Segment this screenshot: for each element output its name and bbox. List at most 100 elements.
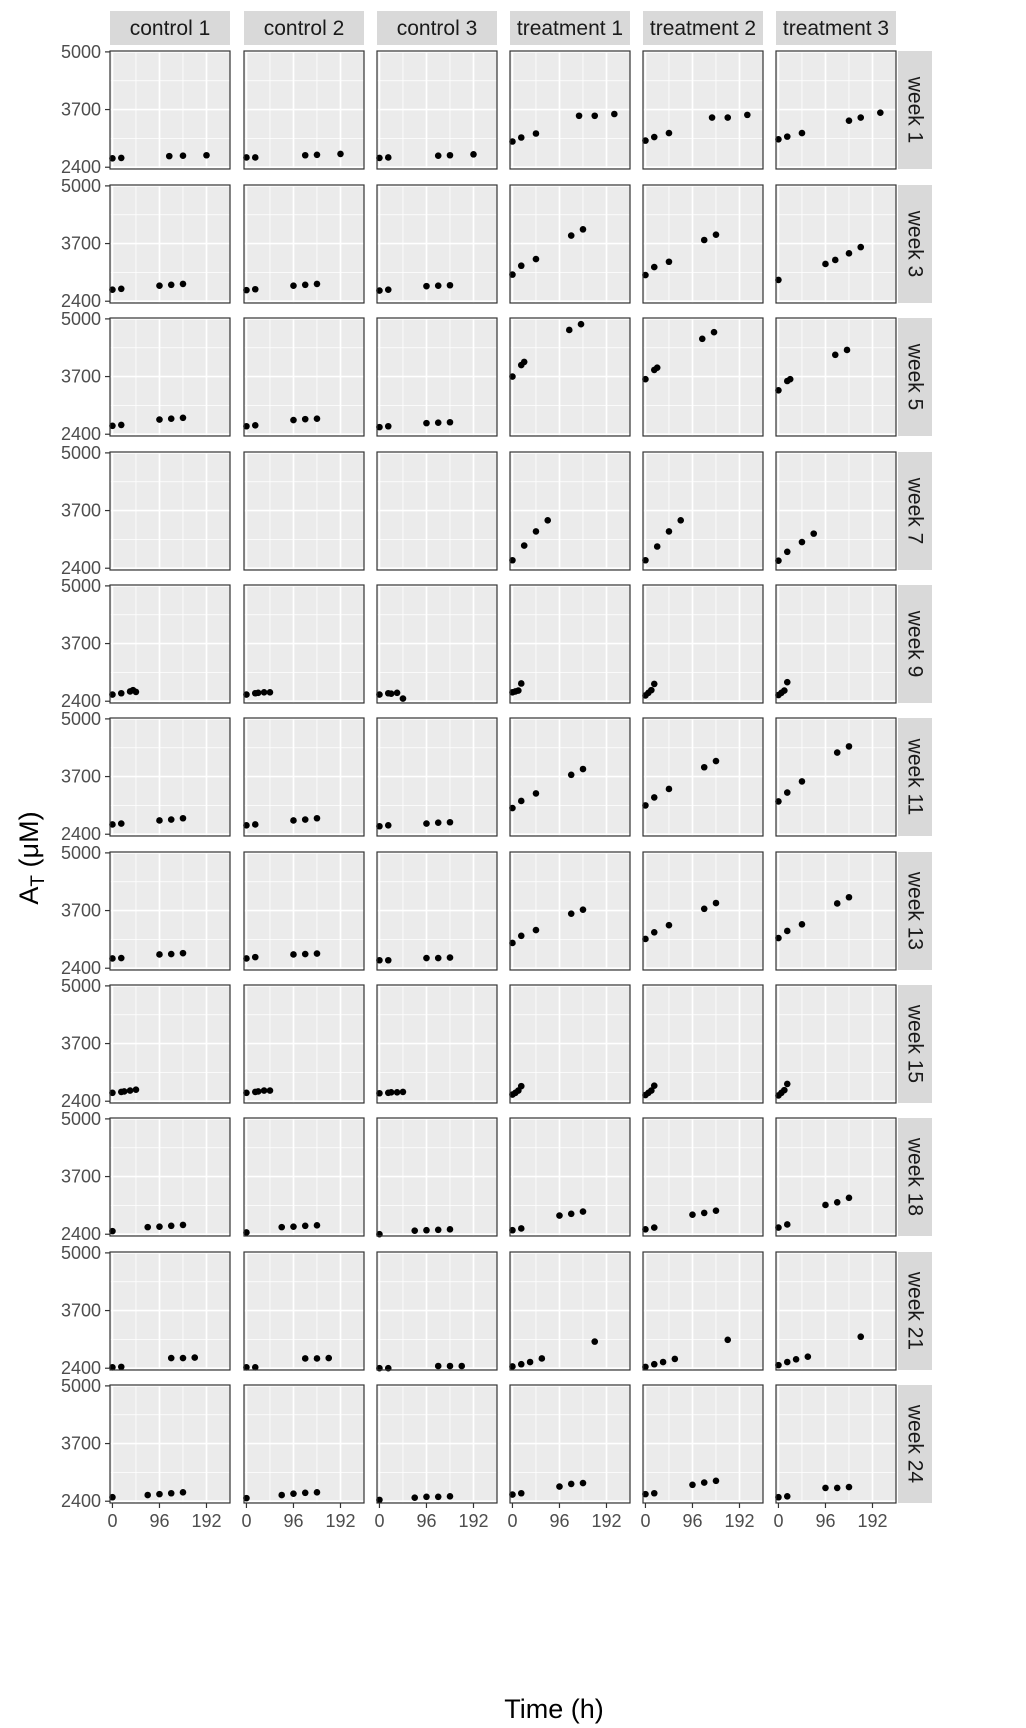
facet-panel	[642, 317, 764, 437]
data-point	[376, 1089, 383, 1097]
panel-border	[642, 50, 764, 170]
data-point	[260, 689, 268, 696]
facet-panel	[775, 317, 897, 437]
column-strips: control 1 control 2 control 3 treatment 1 tr…	[110, 11, 896, 45]
panel-border	[376, 1384, 498, 1504]
data-point	[301, 281, 309, 289]
panel-border	[376, 317, 498, 437]
data-point	[786, 375, 794, 383]
facet-panel	[509, 50, 631, 170]
data-point	[712, 1207, 720, 1215]
data-point	[857, 1333, 865, 1341]
data-point	[117, 954, 125, 962]
data-point	[144, 1223, 152, 1231]
facet-panel	[775, 984, 897, 1104]
data-point	[517, 262, 525, 270]
data-point	[434, 819, 442, 826]
x-tick-label: 0	[241, 1511, 251, 1531]
facet-panel	[775, 851, 897, 971]
data-point	[689, 1481, 696, 1489]
row-strip-bg	[898, 852, 932, 970]
data-point	[313, 950, 321, 957]
facet-panel	[109, 1251, 231, 1371]
facet-panel	[509, 184, 631, 304]
panel-border	[775, 184, 897, 304]
data-point	[509, 1226, 516, 1234]
row-strip-label: week 15	[904, 1004, 927, 1083]
row-strip-label: week 7	[904, 477, 927, 545]
panel-border	[376, 1251, 498, 1371]
data-point	[775, 135, 782, 143]
data-point	[290, 1223, 297, 1230]
data-point	[376, 956, 383, 964]
data-point	[266, 689, 274, 696]
data-point	[423, 282, 430, 290]
data-point	[423, 1226, 430, 1234]
data-point	[509, 556, 516, 564]
data-point	[376, 287, 383, 294]
x-tick-label: 96	[682, 1511, 702, 1531]
facet-panel	[509, 984, 631, 1104]
data-point	[260, 1087, 268, 1094]
data-point	[393, 1089, 401, 1096]
data-point	[532, 130, 540, 137]
data-point	[665, 921, 673, 929]
data-point	[650, 928, 658, 936]
facet-panel	[243, 984, 365, 1104]
data-point	[567, 1210, 575, 1218]
column-strip-label: control 2	[264, 17, 345, 40]
data-point	[509, 939, 516, 947]
data-point	[446, 1493, 454, 1500]
y-tick-label: 5000	[61, 176, 101, 196]
data-point	[783, 548, 791, 556]
data-point	[446, 151, 454, 159]
data-point	[579, 226, 587, 233]
data-point	[833, 1484, 841, 1492]
data-point	[167, 950, 175, 958]
data-point	[798, 778, 806, 785]
data-point	[109, 1227, 116, 1235]
data-point	[411, 1227, 419, 1234]
facet-panel	[243, 317, 365, 437]
row-strip-bg	[898, 985, 932, 1103]
facet-panel	[775, 184, 897, 304]
data-point	[313, 1222, 321, 1229]
panel-border	[376, 184, 498, 304]
panel-border	[775, 984, 897, 1104]
data-point	[642, 802, 649, 809]
y-tick-label: 5000	[61, 1109, 101, 1129]
data-point	[650, 1489, 658, 1497]
x-tick-label: 0	[640, 1511, 650, 1531]
panel-border	[376, 584, 498, 704]
facet-panel	[642, 984, 764, 1104]
panel-border	[775, 317, 897, 437]
facet-panel	[109, 317, 231, 437]
data-point	[179, 949, 187, 957]
data-point	[642, 271, 649, 279]
data-point	[845, 1483, 853, 1491]
data-point	[642, 137, 649, 144]
panel-border	[509, 1117, 631, 1237]
row-strips: week 1 week 3 week 5 week 7 week 9 week 11 wee…	[898, 51, 932, 1503]
row-strip-label: week 18	[904, 1137, 927, 1216]
data-point	[156, 951, 163, 958]
y-axis-title-subscript: T	[28, 875, 49, 887]
data-point	[290, 817, 297, 824]
panel-border	[243, 584, 365, 704]
data-point	[517, 797, 525, 805]
data-point	[313, 1355, 321, 1362]
data-point	[117, 1363, 125, 1371]
data-point	[783, 1221, 791, 1228]
data-point	[579, 906, 587, 913]
data-point	[810, 530, 818, 537]
facet-panel	[775, 50, 897, 170]
data-point	[509, 271, 516, 278]
facet-panel	[509, 1384, 631, 1504]
data-point	[591, 1338, 599, 1345]
data-point	[167, 1354, 175, 1362]
y-tick-label: 2400	[61, 691, 101, 711]
data-point	[532, 255, 540, 263]
data-point	[446, 281, 454, 289]
data-point	[434, 954, 442, 962]
panel-border	[642, 1384, 764, 1504]
